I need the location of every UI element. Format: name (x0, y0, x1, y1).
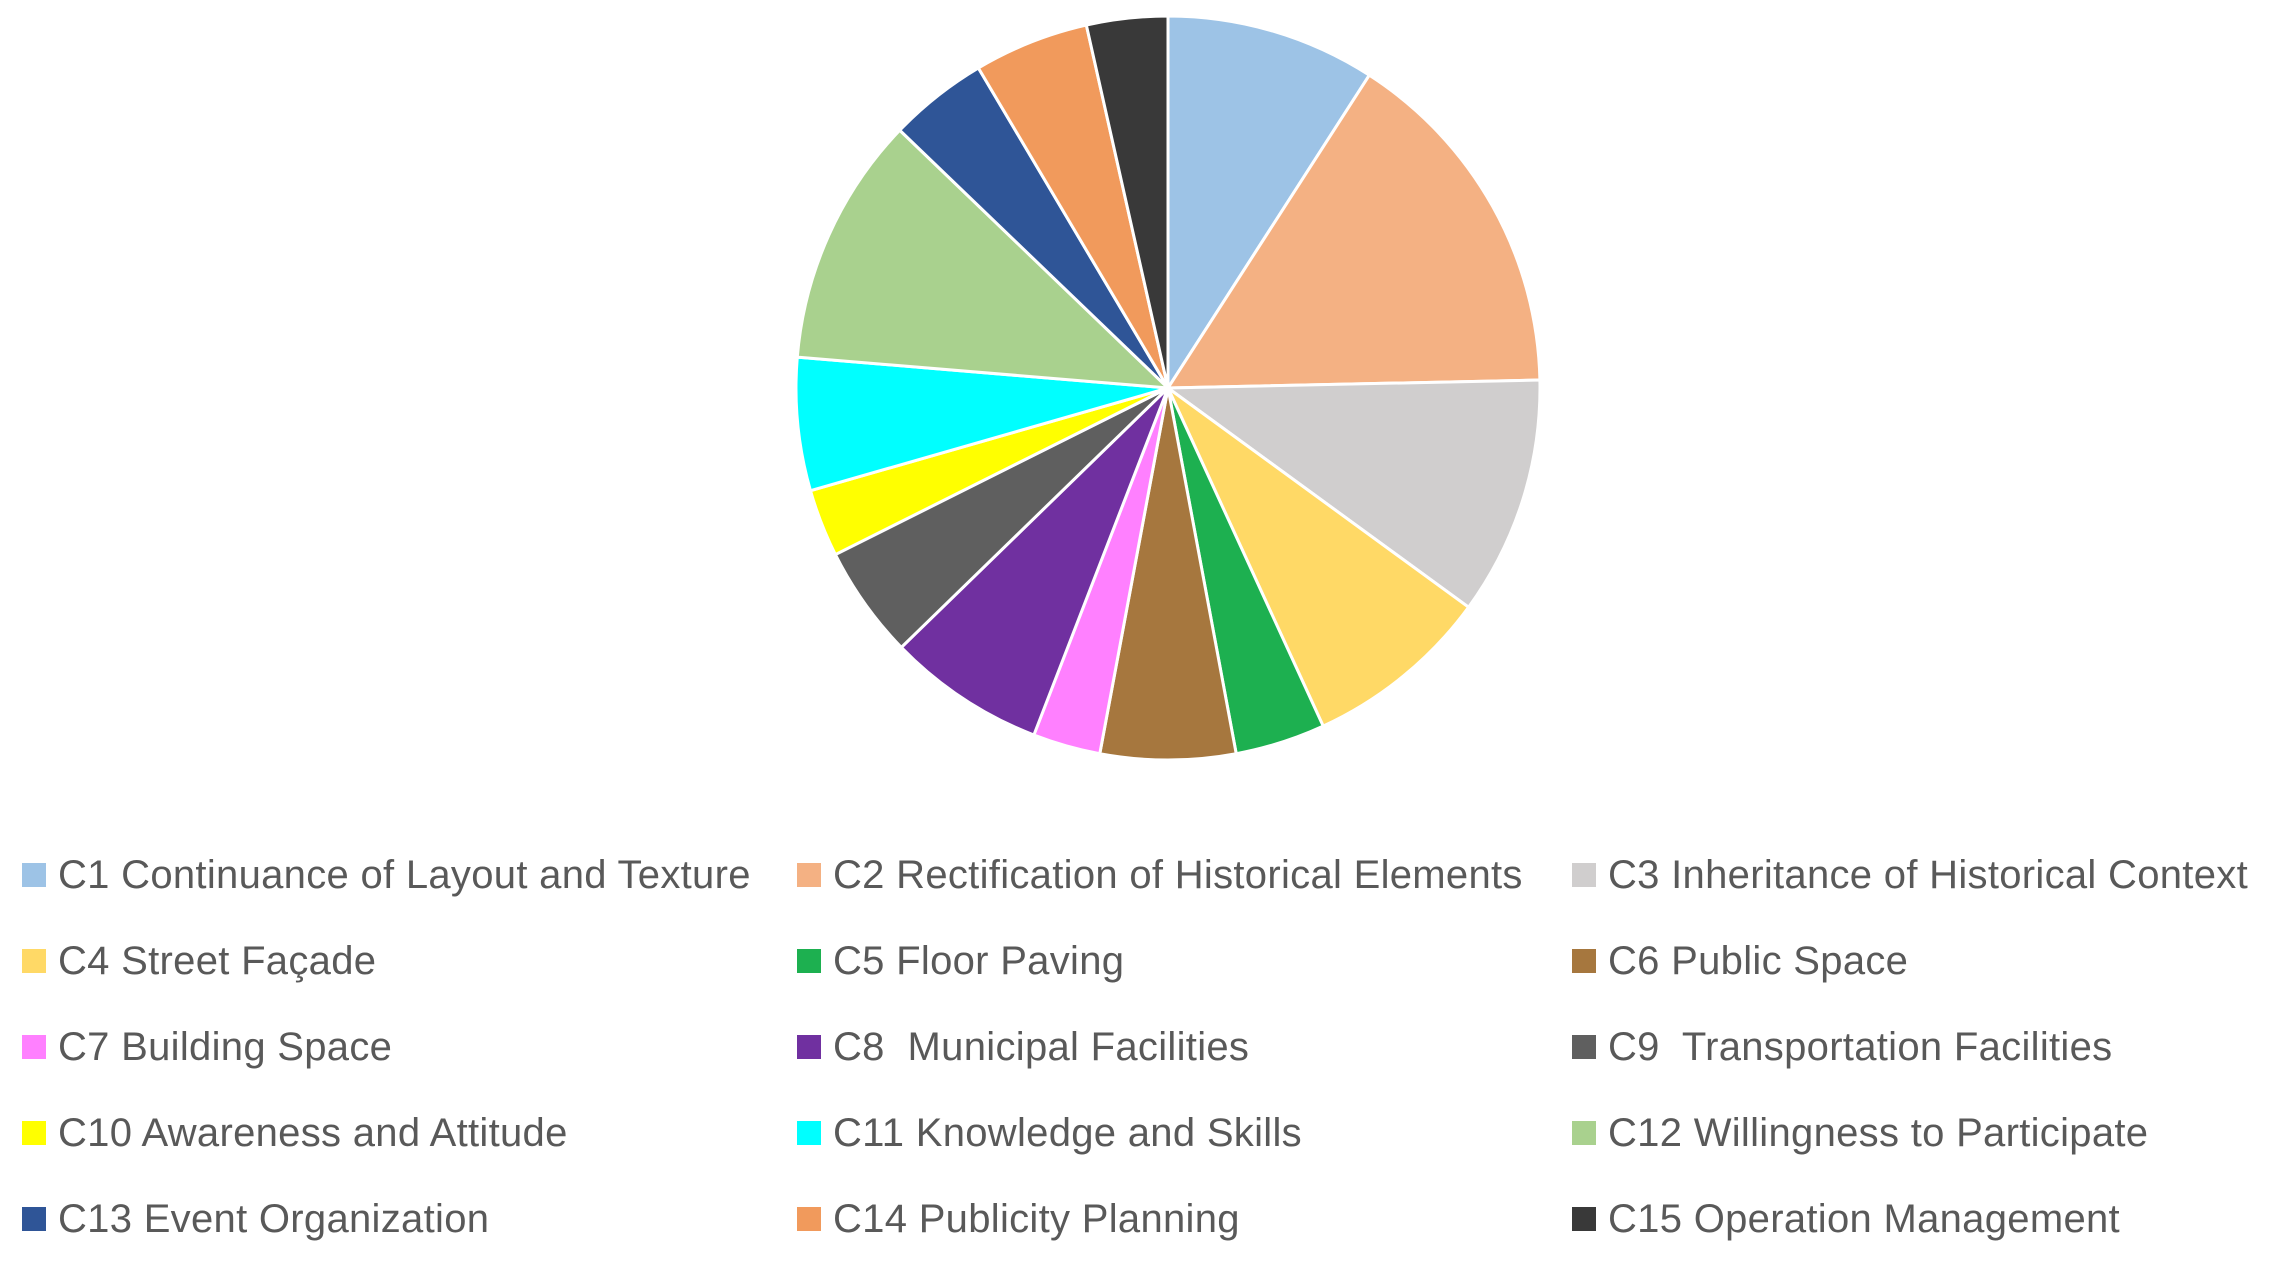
pie-slice-c11 (794, 355, 1170, 493)
legend-item-c13: C13 Event Organization (22, 1176, 797, 1262)
legend-item-c5: C5 Floor Paving (797, 918, 1572, 1004)
pie-slice-c2 (1166, 73, 1542, 390)
legend-label-c9: C9 Transportation Facilities (1608, 1024, 2113, 1069)
pie-plot-area (794, 14, 1542, 762)
legend-swatch-c8 (797, 1035, 821, 1059)
legend-item-c10: C10 Awareness and Attitude (22, 1090, 797, 1176)
legend-label-c3: C3 Inheritance of Historical Context (1608, 852, 2248, 897)
legend-swatch-c12 (1572, 1121, 1596, 1145)
legend-item-c3: C3 Inheritance of Historical Context (1572, 832, 2272, 918)
legend-item-c12: C12 Willingness to Participate (1572, 1090, 2272, 1176)
legend-item-c8: C8 Municipal Facilities (797, 1004, 1572, 1090)
legend-swatch-c1 (22, 863, 46, 887)
chart-legend: C1 Continuance of Layout and Texture C2 R… (22, 832, 2272, 1262)
legend-item-c11: C11 Knowledge and Skills (797, 1090, 1572, 1176)
legend-label-c10: C10 Awareness and Attitude (58, 1110, 568, 1155)
legend-item-c1: C1 Continuance of Layout and Texture (22, 832, 797, 918)
legend-swatch-c11 (797, 1121, 821, 1145)
legend-swatch-c6 (1572, 949, 1596, 973)
legend-label-c7: C7 Building Space (58, 1024, 393, 1069)
legend-swatch-c4 (22, 949, 46, 973)
pie-slice-c8 (899, 386, 1170, 737)
legend-swatch-c14 (797, 1207, 821, 1231)
legend-label-c12: C12 Willingness to Participate (1608, 1110, 2149, 1155)
legend-label-c1: C1 Continuance of Layout and Texture (58, 852, 751, 897)
legend-label-c13: C13 Event Organization (58, 1196, 490, 1241)
legend-item-c15: C15 Operation Management (1572, 1176, 2272, 1262)
pie-slice-c3 (1166, 378, 1542, 609)
legend-item-c2: C2 Rectification of Historical Elements (797, 832, 1572, 918)
pie-slice-c1 (1166, 14, 1371, 390)
legend-label-c6: C6 Public Space (1608, 938, 1909, 983)
legend-label-c11: C11 Knowledge and Skills (833, 1110, 1302, 1155)
legend-swatch-c10 (22, 1121, 46, 1145)
legend-swatch-c3 (1572, 863, 1596, 887)
pie-slice-c15 (1084, 14, 1170, 390)
legend-item-c9: C9 Transportation Facilities (1572, 1004, 2272, 1090)
pie-slice-c12 (795, 128, 1170, 390)
legend-label-c5: C5 Floor Paving (833, 938, 1125, 983)
legend-swatch-c15 (1572, 1207, 1596, 1231)
legend-label-c15: C15 Operation Management (1608, 1196, 2120, 1241)
legend-swatch-c7 (22, 1035, 46, 1059)
legend-label-c8: C8 Municipal Facilities (833, 1024, 1250, 1069)
legend-swatch-c5 (797, 949, 821, 973)
legend-label-c4: C4 Street Façade (58, 938, 377, 983)
legend-swatch-c9 (1572, 1035, 1596, 1059)
legend-swatch-c2 (797, 863, 821, 887)
legend-item-c4: C4 Street Façade (22, 918, 797, 1004)
legend-item-c7: C7 Building Space (22, 1004, 797, 1090)
pie-slice-c4 (1166, 386, 1471, 728)
pie-slice-c6 (1098, 386, 1238, 762)
legend-item-c14: C14 Publicity Planning (797, 1176, 1572, 1262)
legend-item-c6: C6 Public Space (1572, 918, 2272, 1004)
legend-swatch-c13 (22, 1207, 46, 1231)
legend-label-c14: C14 Publicity Planning (833, 1196, 1240, 1241)
legend-label-c2: C2 Rectification of Historical Elements (833, 852, 1523, 897)
